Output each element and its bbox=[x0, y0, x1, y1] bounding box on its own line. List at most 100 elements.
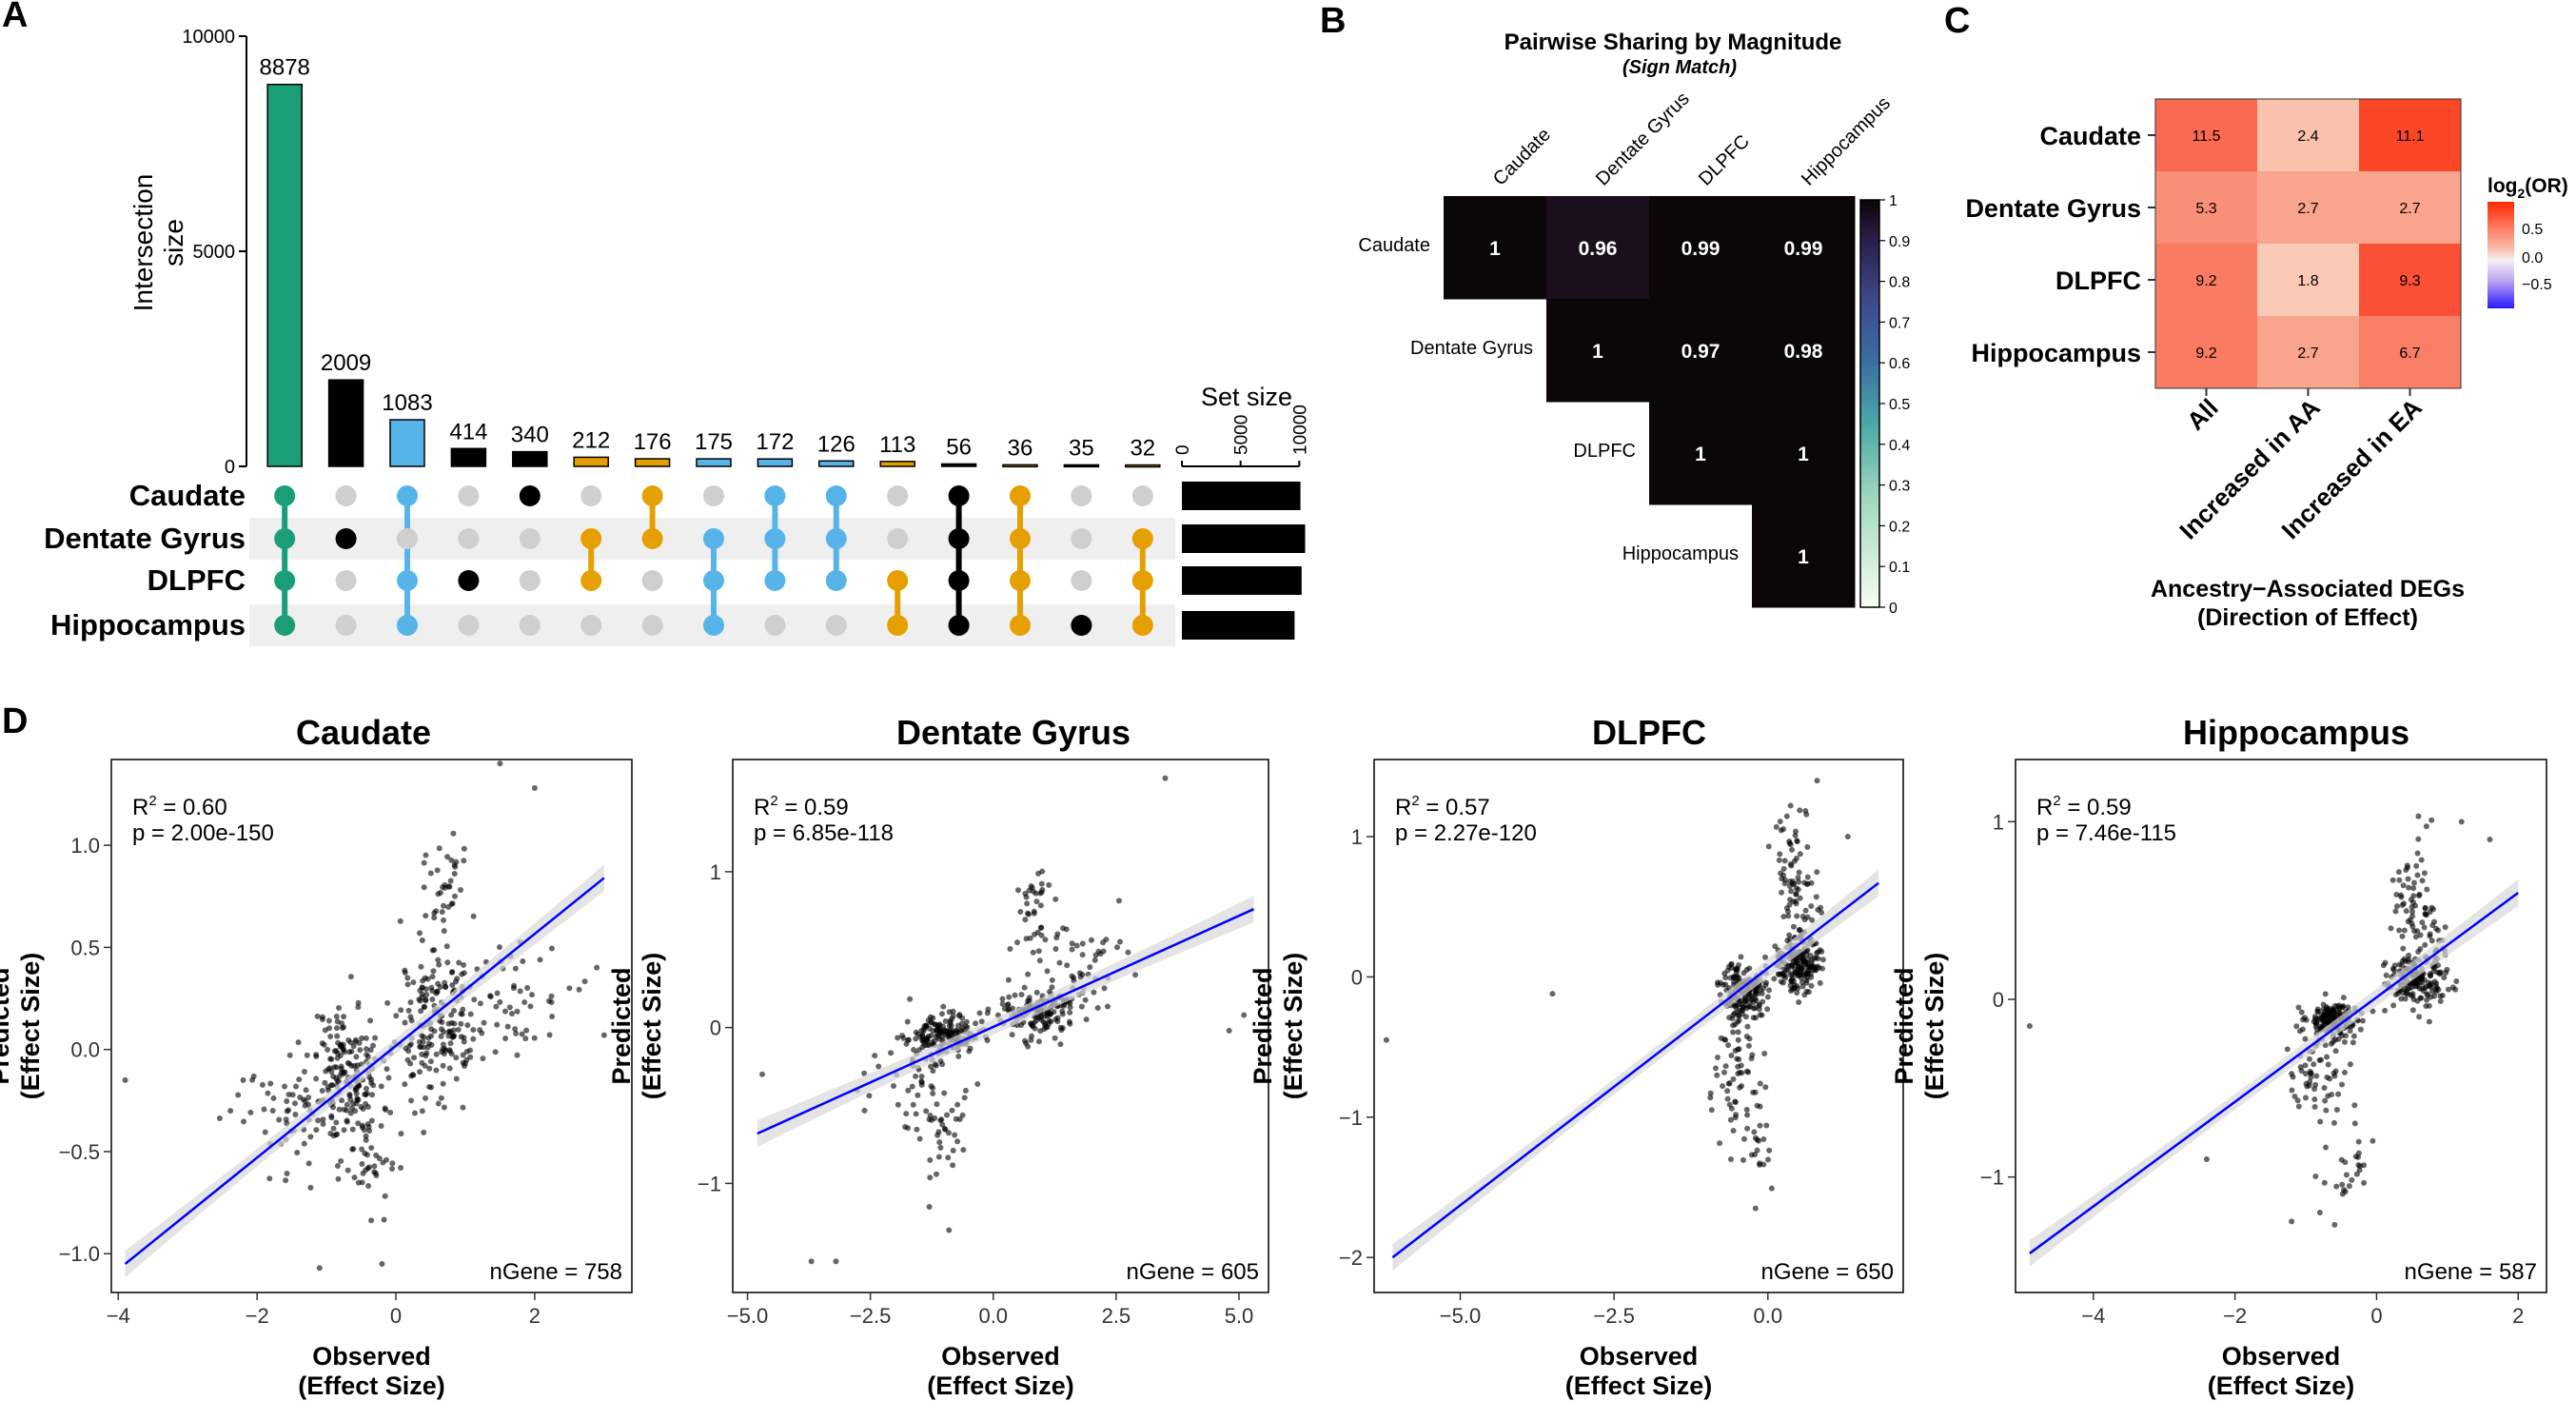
data-point bbox=[940, 1003, 947, 1010]
heatmap-cell bbox=[1752, 196, 1856, 300]
data-point bbox=[319, 1040, 325, 1047]
matrix-dot-on bbox=[764, 528, 786, 549]
data-point bbox=[336, 1106, 343, 1113]
data-point bbox=[282, 1083, 288, 1090]
data-point bbox=[1740, 1135, 1747, 1142]
data-point bbox=[1740, 1156, 1746, 1163]
data-point bbox=[431, 947, 438, 954]
scatter-dlpfc: DLPFC R2 = 0.57p = 2.27e-120 nGene = 650 −5… bbox=[1249, 713, 1904, 1400]
data-point bbox=[2321, 1179, 2328, 1186]
data-point bbox=[1788, 988, 1795, 995]
data-point bbox=[928, 1018, 934, 1025]
data-point bbox=[313, 1052, 320, 1058]
data-point bbox=[1079, 940, 1086, 947]
data-point bbox=[1549, 991, 1556, 997]
heatmap-cell bbox=[2257, 316, 2359, 388]
data-point bbox=[421, 1129, 427, 1135]
data-point bbox=[2324, 1054, 2330, 1060]
matrix-dot-off bbox=[580, 485, 602, 506]
data-point bbox=[927, 1156, 934, 1163]
data-point bbox=[1021, 984, 1028, 991]
matrix-dot-off bbox=[397, 528, 418, 549]
data-point bbox=[937, 1144, 944, 1151]
data-point bbox=[276, 1116, 283, 1123]
data-point bbox=[1744, 1023, 1751, 1030]
data-point bbox=[1073, 942, 1080, 949]
data-point bbox=[383, 1066, 390, 1073]
data-point bbox=[424, 976, 431, 982]
data-point bbox=[344, 1101, 350, 1108]
matrix-dot-on bbox=[887, 615, 909, 636]
data-point bbox=[416, 1038, 423, 1045]
matrix-dot-off bbox=[519, 528, 541, 549]
x-tick-label: −5.0 bbox=[1440, 1304, 1481, 1328]
data-point bbox=[2291, 1094, 2298, 1100]
data-point bbox=[1779, 889, 1785, 896]
data-point bbox=[1042, 1022, 1049, 1029]
data-point bbox=[364, 1104, 371, 1111]
data-point bbox=[442, 984, 449, 991]
data-point bbox=[2325, 1061, 2331, 1068]
data-point bbox=[960, 1147, 967, 1154]
data-point bbox=[2422, 905, 2429, 912]
matrix-dot-on bbox=[948, 485, 970, 506]
data-point bbox=[950, 1162, 956, 1169]
panel-title: Dentate Gyrus bbox=[896, 713, 1131, 752]
data-point bbox=[2409, 923, 2416, 930]
data-point bbox=[921, 1023, 928, 1030]
data-point bbox=[1720, 981, 1726, 988]
matrix-dot-on bbox=[274, 570, 296, 591]
data-point bbox=[441, 1029, 447, 1036]
cell-value: 6.7 bbox=[2399, 345, 2420, 362]
bar-212 bbox=[573, 456, 609, 467]
data-point bbox=[420, 977, 426, 984]
data-point bbox=[2393, 891, 2400, 898]
data-point bbox=[1736, 961, 1742, 968]
data-point bbox=[758, 1071, 765, 1077]
data-point bbox=[2388, 925, 2394, 932]
y-tick-label: −2 bbox=[1339, 1246, 1363, 1270]
data-point bbox=[2419, 919, 2426, 926]
n-gene-label: nGene = 758 bbox=[490, 1259, 622, 1285]
data-point bbox=[1737, 1084, 1743, 1091]
data-point bbox=[423, 1095, 429, 1101]
data-point bbox=[265, 1090, 271, 1096]
data-point bbox=[461, 858, 467, 864]
data-point bbox=[351, 1174, 358, 1181]
bar-label-340: 340 bbox=[511, 423, 549, 448]
data-point bbox=[1803, 880, 1810, 887]
data-point bbox=[441, 917, 447, 923]
y-axis-subtitle: (Effect Size) bbox=[638, 953, 666, 1100]
data-point bbox=[973, 1020, 979, 1027]
x-tick-label: −5.0 bbox=[727, 1304, 768, 1328]
data-point bbox=[334, 1033, 341, 1039]
data-point bbox=[371, 1163, 378, 1170]
data-point bbox=[1707, 1090, 1714, 1096]
bar-8878 bbox=[266, 83, 303, 467]
data-point bbox=[1009, 1032, 1015, 1038]
data-point bbox=[393, 1013, 400, 1019]
y-axis-subtitle: (Effect Size) bbox=[16, 953, 45, 1100]
data-point bbox=[919, 1044, 926, 1051]
data-point bbox=[1795, 875, 1801, 881]
data-point bbox=[974, 1080, 981, 1087]
data-point bbox=[1745, 1042, 1752, 1049]
data-point bbox=[446, 883, 453, 890]
data-point bbox=[459, 1011, 465, 1017]
data-point bbox=[446, 1047, 453, 1054]
data-point bbox=[1780, 826, 1787, 833]
data-point bbox=[2332, 1068, 2339, 1075]
data-point bbox=[594, 964, 600, 971]
data-point bbox=[1738, 1062, 1744, 1069]
data-point bbox=[524, 985, 531, 992]
data-point bbox=[404, 1056, 411, 1063]
heatmap-cell bbox=[1649, 402, 1753, 505]
data-point bbox=[2357, 1026, 2364, 1033]
data-point bbox=[581, 978, 588, 985]
data-point bbox=[330, 1104, 337, 1111]
data-point bbox=[429, 996, 436, 1003]
data-point bbox=[418, 963, 424, 970]
data-point bbox=[1815, 949, 1821, 956]
matrix-dot-on bbox=[703, 570, 724, 591]
data-point bbox=[913, 1073, 919, 1079]
